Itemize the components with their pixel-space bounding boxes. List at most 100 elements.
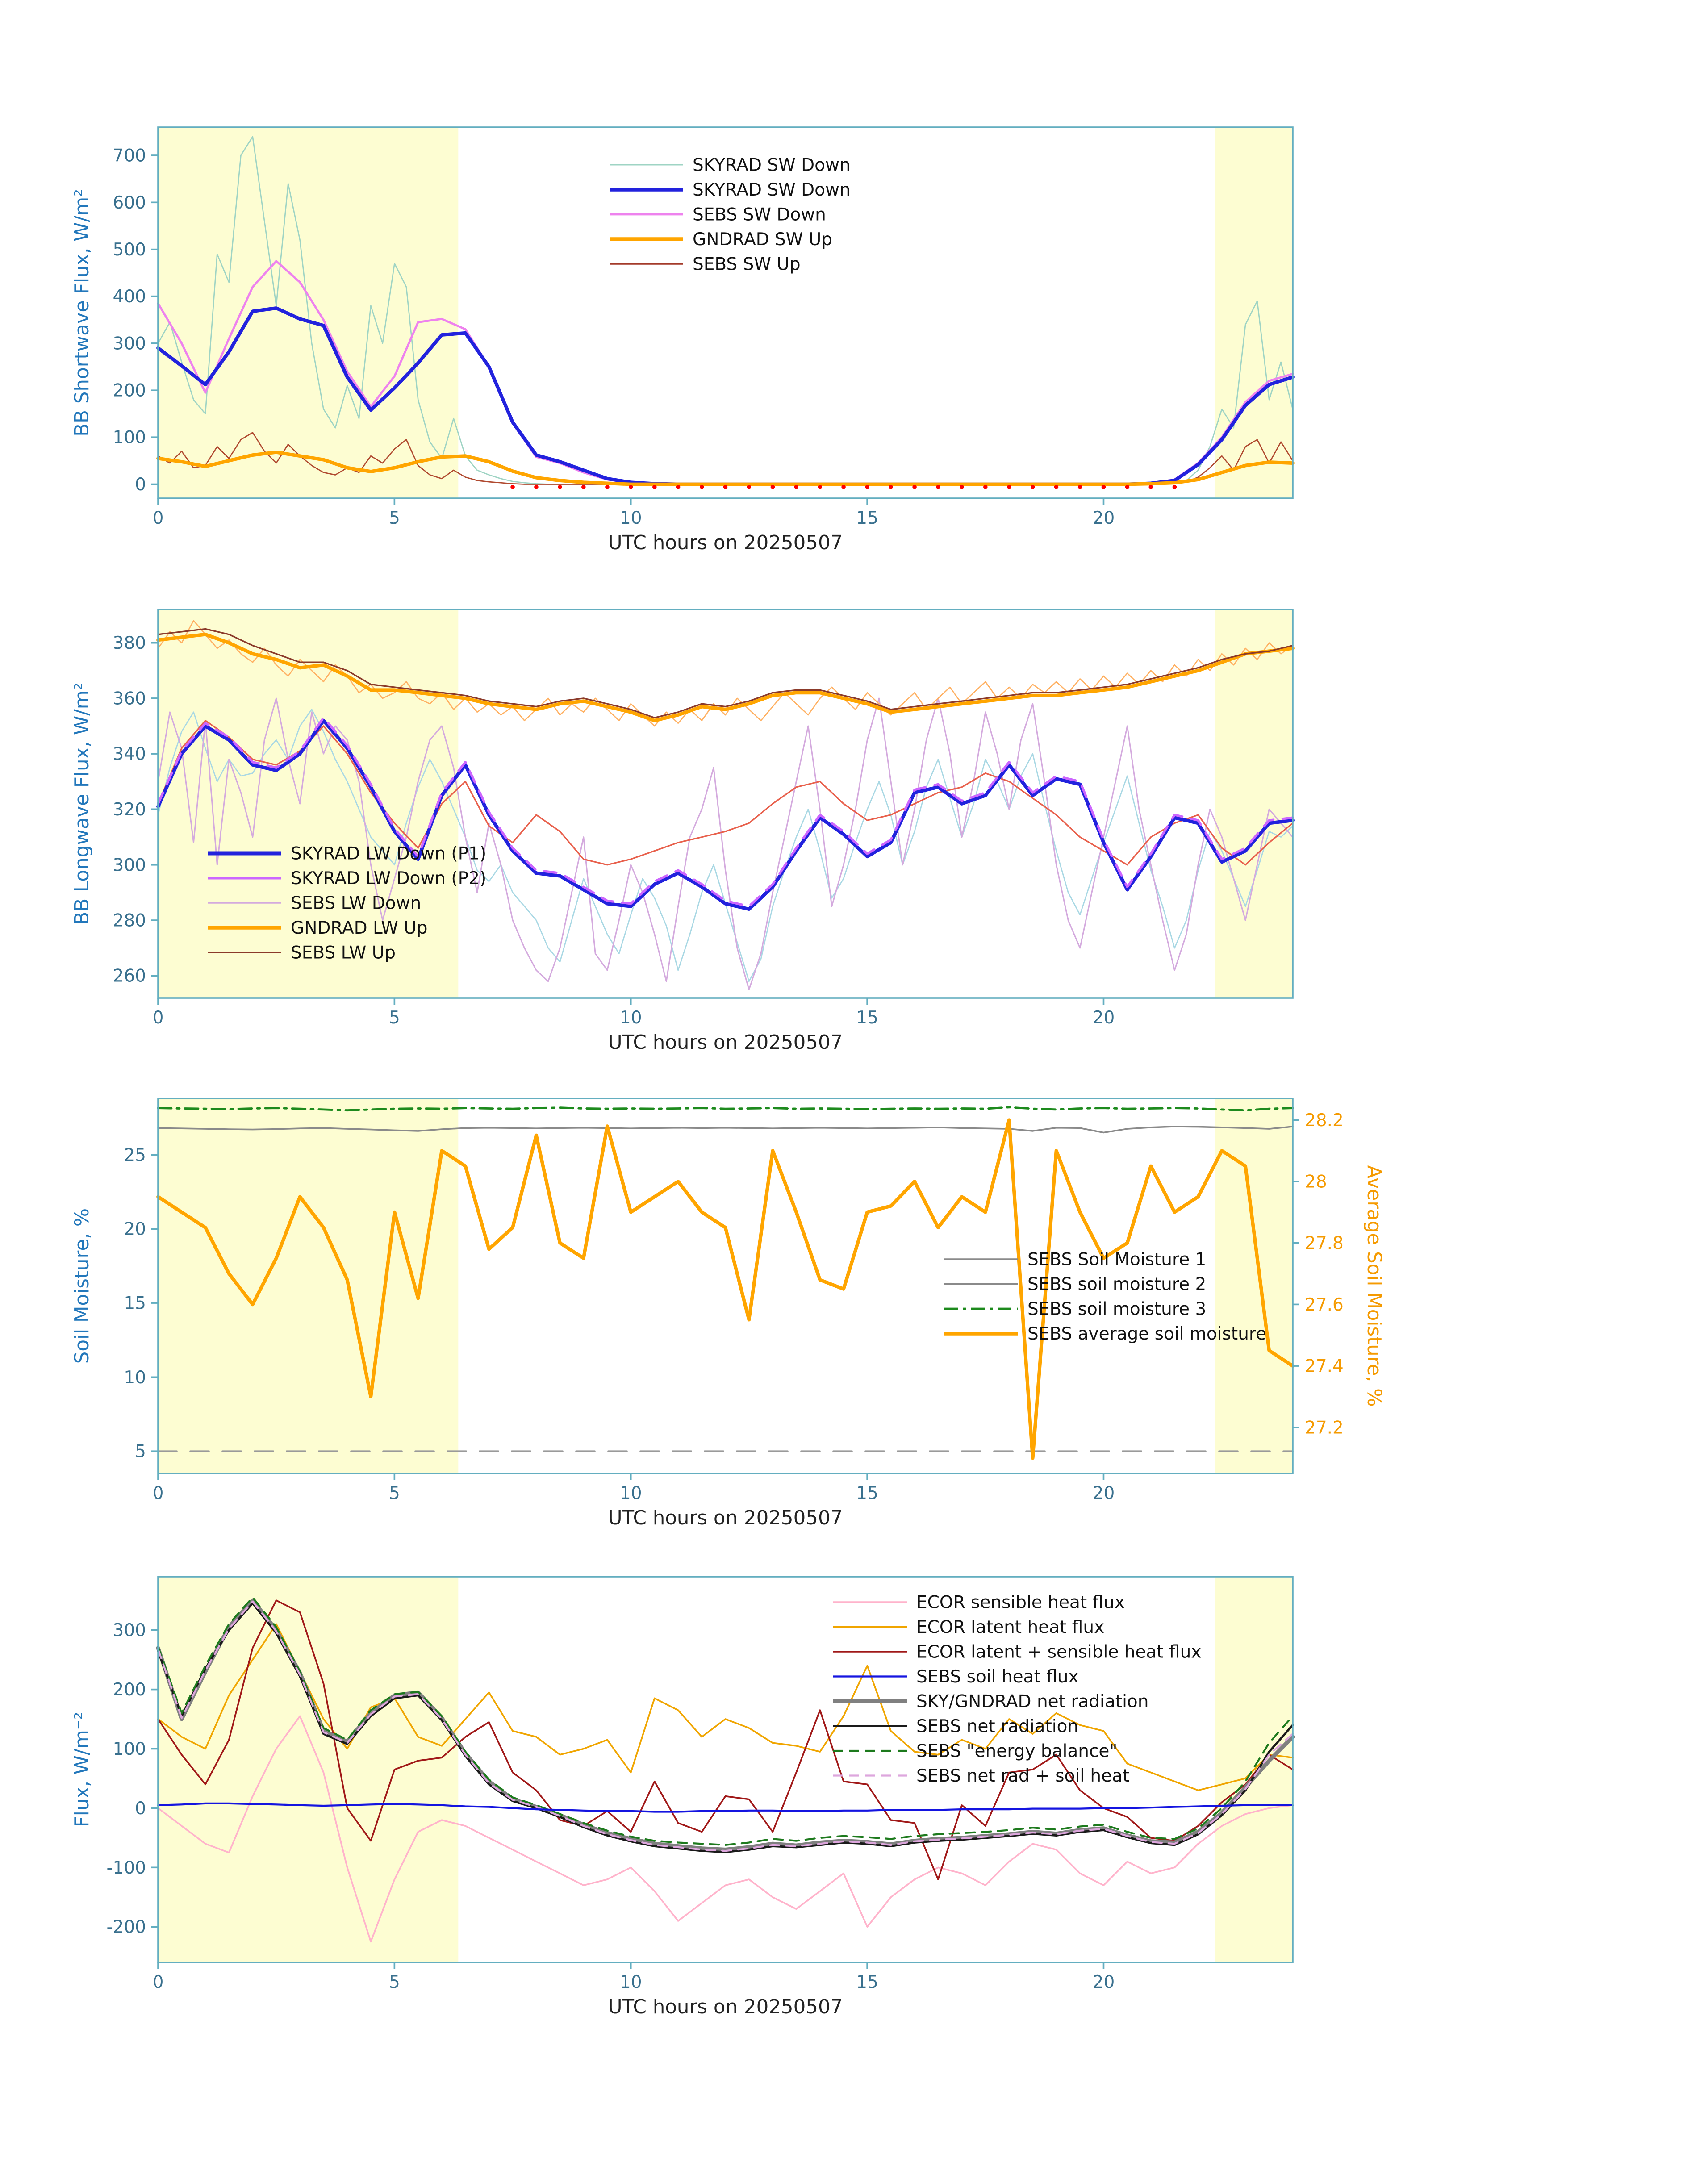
legend-entry: SEBS SW Down [610,205,826,225]
x-tick-label: 20 [1093,1972,1115,1992]
sebs-lw-down [157,720,1294,866]
legend-label: SEBS LW Down [291,893,421,914]
y-tick-label: 300 [113,334,146,354]
x-tick-label: 10 [620,1972,642,1992]
missing-data-flags-marker [1054,485,1059,489]
y2-tick-label: 27.6 [1305,1295,1344,1315]
daylight-band [158,609,459,998]
legend-entry: SEBS LW Down [208,893,421,914]
missing-data-flags-marker [1007,485,1011,489]
daylight-band [1215,127,1293,498]
legend-label: SEBS average soil moisture [1027,1324,1266,1344]
legend-label: SKYRAD SW Down [693,155,851,175]
x-tick-label: 5 [389,1008,400,1028]
y2-tick-label: 28 [1305,1172,1327,1192]
y-tick-label: -200 [106,1917,146,1937]
plot-frame [157,126,1294,499]
y-tick-label: 340 [113,744,146,764]
legend-entry: SEBS net rad + soil heat [833,1766,1129,1786]
skyrad-lw-down-p2 [157,716,1294,908]
missing-data-flags-marker [794,485,799,489]
panel-longwave: 0 5 10 15 20 260 280 300 320 340 360 380 UTC hours o… [71,609,1295,1054]
y-axis-label: BB Shortwave Flux, W/m² [71,189,93,436]
y-tick-label: 300 [113,1620,146,1641]
y2-tick-label: 28.2 [1305,1110,1344,1131]
missing-data-flags-marker [1030,485,1035,489]
x-tick-label: 5 [389,1483,400,1503]
x-tick-label: 10 [620,1008,642,1028]
daylight-band [1215,1098,1293,1474]
missing-data-flags-marker [865,485,870,489]
legend-label: SEBS Soil Moisture 1 [1027,1250,1206,1270]
x-tick-label: 5 [389,508,400,528]
y-axis-label: BB Longwave Flux, W/m² [71,683,93,925]
legend-label: SKYRAD LW Down (P2) [291,868,486,889]
legend-entry: ECOR latent heat flux [833,1617,1104,1637]
legend-label: ECOR latent + sensible heat flux [916,1642,1201,1662]
x-tick-label: 20 [1093,1008,1115,1028]
missing-data-flags-marker [1172,485,1177,489]
y-tick-label: 260 [113,966,146,986]
legend-label: SEBS LW Up [291,943,396,963]
y-tick-label: 300 [113,855,146,875]
x-tick-label: 10 [620,1483,642,1503]
x-tick-label: 0 [153,1008,164,1028]
missing-data-flags-marker [936,485,940,489]
legend-label: SEBS net radiation [916,1716,1078,1737]
missing-data-flags-marker [1077,485,1082,489]
legend-entry: SEBS "energy balance" [833,1741,1117,1762]
y-axis-label: Soil Moisture, % [71,1208,93,1364]
legend-label: SKYRAD LW Down (P1) [291,844,486,864]
y2-axis-label: Average Soil Moisture, % [1363,1165,1385,1407]
y-tick-label: 0 [135,475,146,495]
missing-data-flags-marker [841,485,846,489]
ecor-latent-heat-flux [157,1623,1294,1791]
legend-entry: SEBS soil heat flux [833,1667,1079,1687]
missing-data-flags-marker [747,485,752,489]
y-tick-label: 100 [113,428,146,448]
missing-data-flags-marker [723,485,728,489]
legend-label: SEBS net rad + soil heat [916,1766,1129,1786]
x-axis-label: UTC hours on 20250507 [608,532,843,554]
panel-soil-moisture-legend: SEBS Soil Moisture 1 SEBS soil moisture 2… [944,1250,1266,1344]
y-tick-label: 25 [124,1145,146,1165]
legend-entry: SKYRAD SW Down [610,155,851,175]
sebs-soil-heat-flux [157,1802,1294,1813]
y-tick-label: -100 [106,1858,146,1878]
legend-label: SEBS SW Up [693,255,801,275]
sebs-net-rad-plus-soil-heat [157,1600,1294,1852]
ecor-sensible-heat-flux [157,1715,1294,1943]
y2-tick-label: 27.8 [1305,1233,1344,1253]
legend-label: ECOR latent heat flux [916,1617,1104,1637]
missing-data-flags-marker [912,485,917,489]
x-tick-label: 15 [856,508,878,528]
missing-data-flags-marker [1125,485,1130,489]
legend-entry: GNDRAD LW Up [208,918,427,938]
y-axis-label: Flux, W/m⁻² [71,1712,93,1828]
x-tick-label: 0 [153,1972,164,1992]
missing-data-flags-marker [770,485,775,489]
missing-data-flags-marker [960,485,964,489]
y-tick-label: 700 [113,146,146,166]
legend-label: SKY/GNDRAD net radiation [916,1692,1148,1712]
missing-data-flags-marker [510,485,515,489]
x-tick-label: 0 [153,1483,164,1503]
x-tick-label: 5 [389,1972,400,1992]
legend-entry: ECOR sensible heat flux [833,1593,1125,1613]
daylight-band [158,1577,459,1962]
legend-label: ECOR sensible heat flux [916,1593,1125,1613]
legend-entry: SEBS average soil moisture [944,1324,1266,1344]
panel-shortwave-legend: SKYRAD SW Down SKYRAD SW Down SEBS SW Down… [610,155,851,275]
plot-frame [157,1098,1294,1474]
y-tick-label: 100 [113,1739,146,1759]
missing-data-flags-marker [652,485,657,489]
panel-flux: 0 5 10 15 20 -200 -100 0 100 200 300 UTC hours on 2… [71,1576,1295,2018]
y-tick-label: 600 [113,193,146,213]
sebs-soil-moisture-3 [157,1106,1294,1112]
sebs-net-radiation [157,1602,1294,1853]
panel-flux-legend: ECOR sensible heat flux ECOR latent heat … [833,1593,1201,1786]
legend-label: SEBS soil moisture 2 [1027,1274,1206,1294]
missing-data-flags-marker [605,485,610,489]
legend-label: SEBS soil moisture 3 [1027,1299,1206,1319]
legend-label: SKYRAD SW Down [693,180,851,200]
